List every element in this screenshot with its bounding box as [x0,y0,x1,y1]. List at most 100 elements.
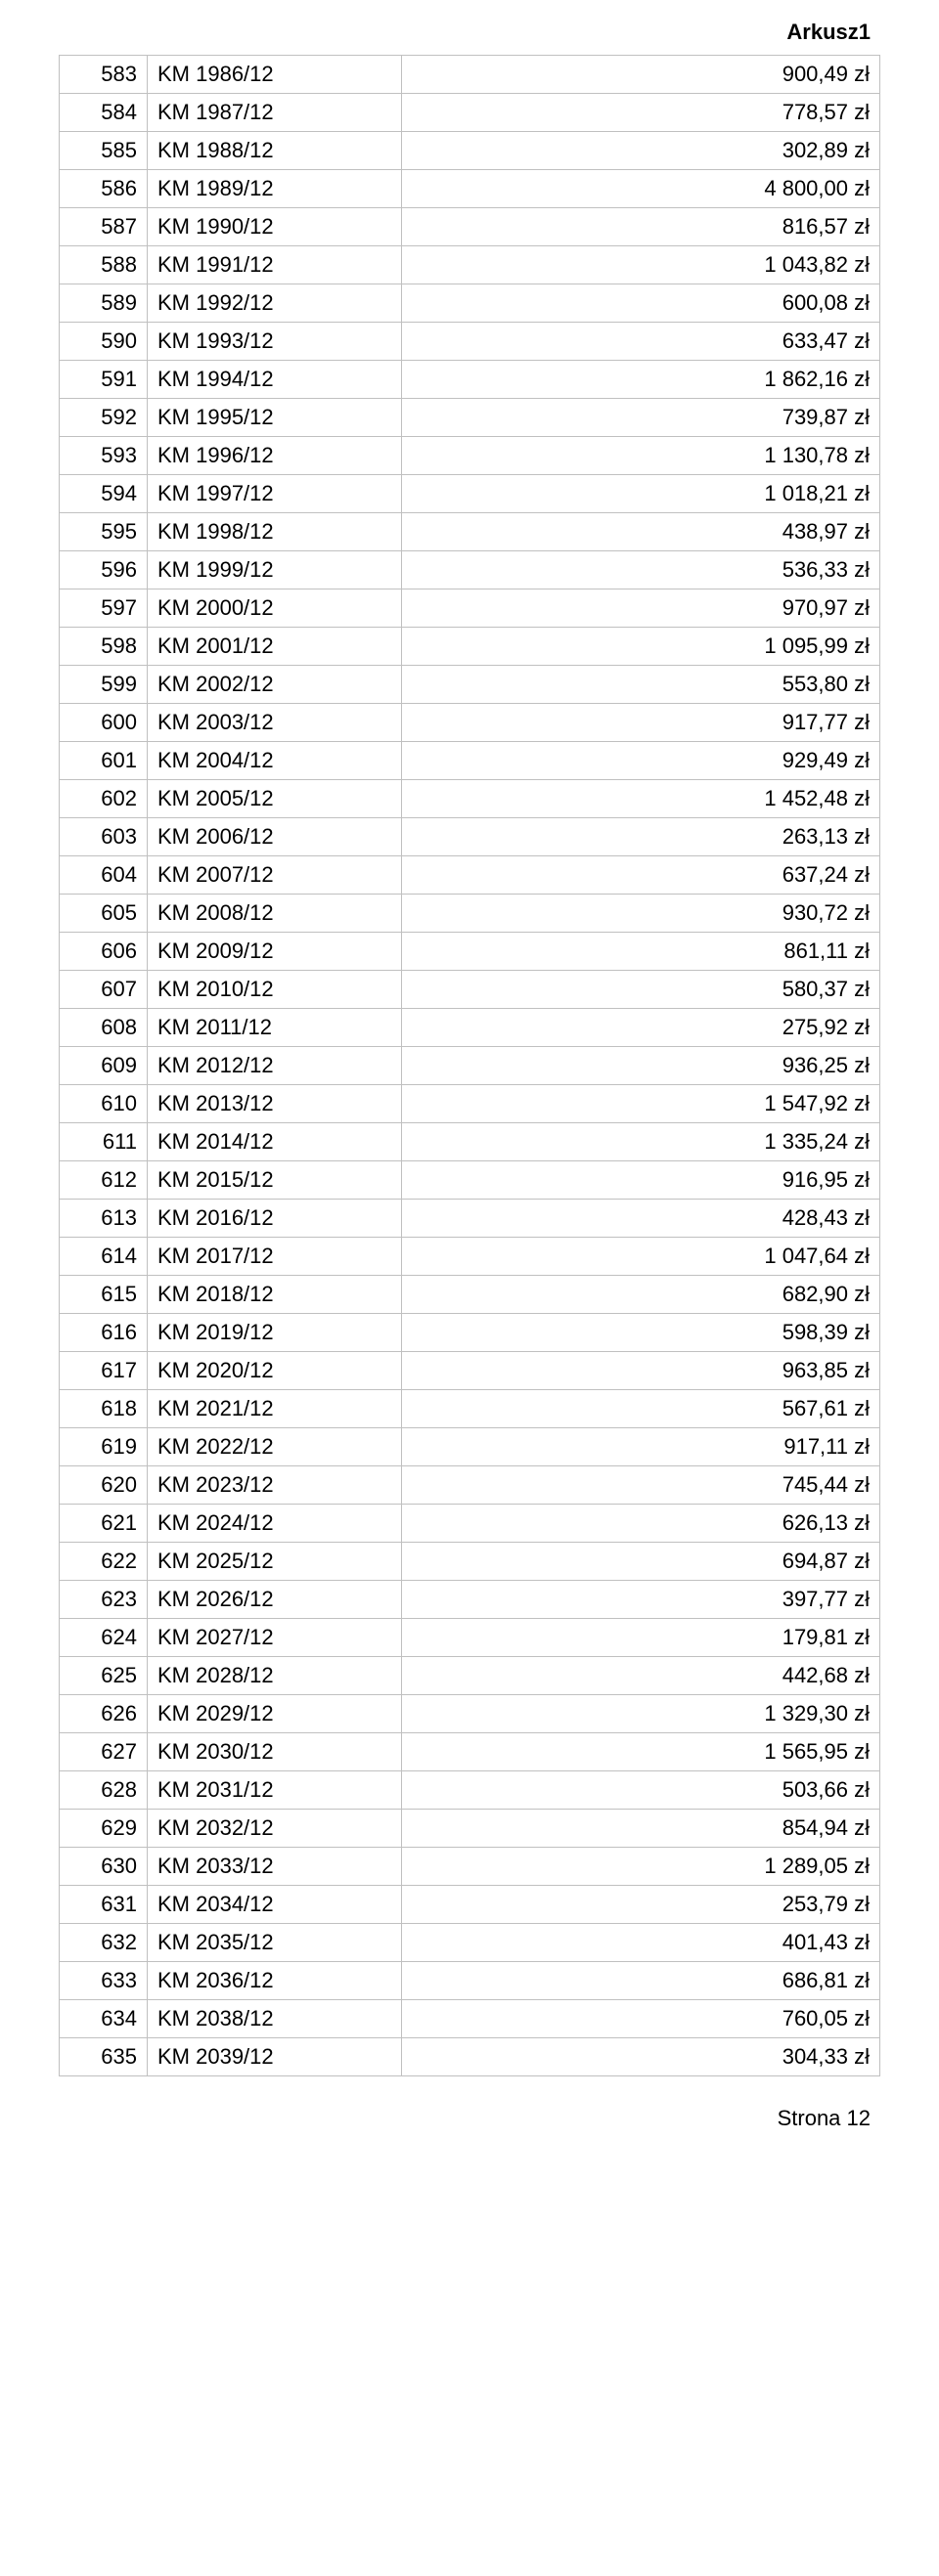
cell-index: 606 [60,933,148,971]
cell-code: KM 2004/12 [148,742,402,780]
cell-amount: 1 547,92 zł [402,1085,880,1123]
cell-index: 591 [60,361,148,399]
cell-code: KM 2007/12 [148,856,402,895]
table-row: 603KM 2006/12263,13 zł [60,818,880,856]
table-row: 600KM 2003/12917,77 zł [60,704,880,742]
cell-index: 585 [60,132,148,170]
table-row: 611KM 2014/121 335,24 zł [60,1123,880,1161]
table-row: 621KM 2024/12626,13 zł [60,1505,880,1543]
cell-amount: 778,57 zł [402,94,880,132]
cell-amount: 633,47 zł [402,323,880,361]
cell-index: 610 [60,1085,148,1123]
cell-amount: 816,57 zł [402,208,880,246]
table-row: 620KM 2023/12745,44 zł [60,1466,880,1505]
cell-index: 633 [60,1962,148,2000]
cell-code: KM 2033/12 [148,1848,402,1886]
cell-code: KM 2023/12 [148,1466,402,1505]
table-row: 629KM 2032/12854,94 zł [60,1810,880,1848]
cell-code: KM 1998/12 [148,513,402,551]
cell-amount: 1 047,64 zł [402,1238,880,1276]
cell-code: KM 2028/12 [148,1657,402,1695]
cell-code: KM 2000/12 [148,589,402,628]
cell-code: KM 2032/12 [148,1810,402,1848]
cell-index: 607 [60,971,148,1009]
cell-index: 634 [60,2000,148,2038]
cell-amount: 438,97 zł [402,513,880,551]
table-row: 623KM 2026/12397,77 zł [60,1581,880,1619]
cell-code: KM 2024/12 [148,1505,402,1543]
cell-amount: 917,11 zł [402,1428,880,1466]
table-row: 634KM 2038/12760,05 zł [60,2000,880,2038]
cell-amount: 1 130,78 zł [402,437,880,475]
table-row: 605KM 2008/12930,72 zł [60,895,880,933]
table-row: 599KM 2002/12553,80 zł [60,666,880,704]
cell-amount: 253,79 zł [402,1886,880,1924]
cell-index: 590 [60,323,148,361]
cell-amount: 1 335,24 zł [402,1123,880,1161]
cell-index: 615 [60,1276,148,1314]
cell-amount: 1 043,82 zł [402,246,880,284]
table-row: 583KM 1986/12900,49 zł [60,56,880,94]
cell-index: 635 [60,2038,148,2076]
cell-code: KM 1992/12 [148,284,402,323]
cell-amount: 694,87 zł [402,1543,880,1581]
cell-code: KM 2016/12 [148,1200,402,1238]
cell-code: KM 2009/12 [148,933,402,971]
cell-index: 628 [60,1771,148,1810]
cell-index: 617 [60,1352,148,1390]
table-row: 591KM 1994/121 862,16 zł [60,361,880,399]
cell-amount: 637,24 zł [402,856,880,895]
table-row: 616KM 2019/12598,39 zł [60,1314,880,1352]
cell-code: KM 2005/12 [148,780,402,818]
table-row: 631KM 2034/12253,79 zł [60,1886,880,1924]
cell-index: 602 [60,780,148,818]
cell-amount: 1 095,99 zł [402,628,880,666]
cell-amount: 1 289,05 zł [402,1848,880,1886]
table-row: 618KM 2021/12567,61 zł [60,1390,880,1428]
cell-index: 595 [60,513,148,551]
table-row: 589KM 1992/12600,08 zł [60,284,880,323]
document-page: Arkusz1 583KM 1986/12900,49 zł584KM 1987… [0,0,939,2161]
cell-amount: 503,66 zł [402,1771,880,1810]
cell-amount: 600,08 zł [402,284,880,323]
cell-amount: 553,80 zł [402,666,880,704]
cell-index: 631 [60,1886,148,1924]
cell-amount: 275,92 zł [402,1009,880,1047]
cell-index: 592 [60,399,148,437]
page-number: Strona 12 [59,2106,880,2131]
cell-amount: 1 329,30 zł [402,1695,880,1733]
cell-code: KM 1989/12 [148,170,402,208]
cell-amount: 916,95 zł [402,1161,880,1200]
cell-index: 597 [60,589,148,628]
cell-amount: 760,05 zł [402,2000,880,2038]
cell-code: KM 2001/12 [148,628,402,666]
cell-amount: 401,43 zł [402,1924,880,1962]
table-row: 625KM 2028/12442,68 zł [60,1657,880,1695]
cell-code: KM 1988/12 [148,132,402,170]
table-row: 594KM 1997/121 018,21 zł [60,475,880,513]
cell-code: KM 2035/12 [148,1924,402,1962]
cell-amount: 304,33 zł [402,2038,880,2076]
table-row: 597KM 2000/12970,97 zł [60,589,880,628]
cell-index: 632 [60,1924,148,1962]
cell-index: 621 [60,1505,148,1543]
cell-amount: 936,25 zł [402,1047,880,1085]
table-row: 626KM 2029/121 329,30 zł [60,1695,880,1733]
cell-index: 630 [60,1848,148,1886]
cell-code: KM 1995/12 [148,399,402,437]
table-row: 612KM 2015/12916,95 zł [60,1161,880,1200]
cell-index: 611 [60,1123,148,1161]
cell-code: KM 1987/12 [148,94,402,132]
table-row: 596KM 1999/12536,33 zł [60,551,880,589]
cell-code: KM 2030/12 [148,1733,402,1771]
cell-amount: 930,72 zł [402,895,880,933]
table-row: 598KM 2001/121 095,99 zł [60,628,880,666]
table-row: 606KM 2009/12861,11 zł [60,933,880,971]
cell-amount: 428,43 zł [402,1200,880,1238]
cell-index: 629 [60,1810,148,1848]
cell-index: 583 [60,56,148,94]
cell-index: 613 [60,1200,148,1238]
cell-amount: 900,49 zł [402,56,880,94]
cell-code: KM 2021/12 [148,1390,402,1428]
table-row: 630KM 2033/121 289,05 zł [60,1848,880,1886]
